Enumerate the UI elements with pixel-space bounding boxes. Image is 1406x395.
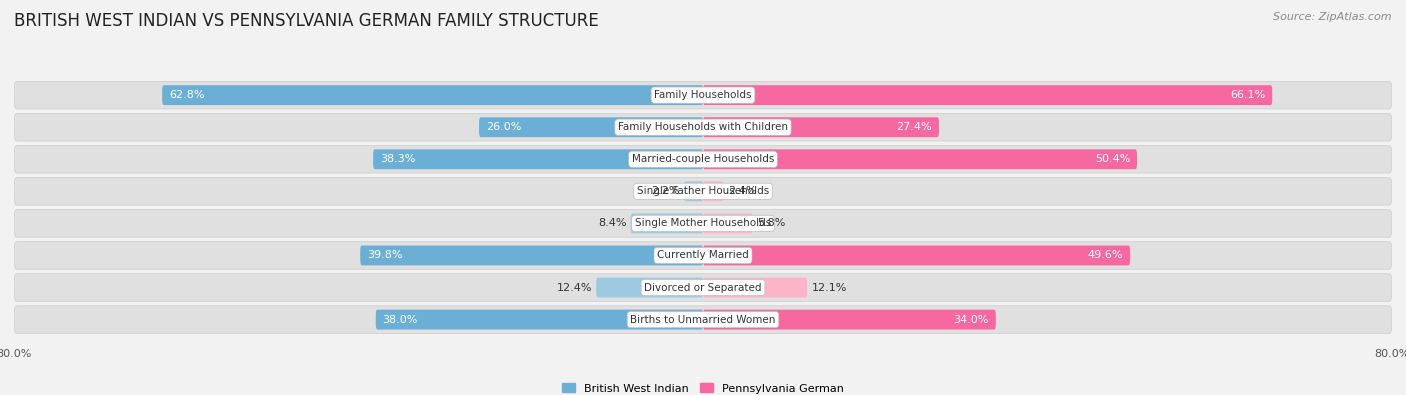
Text: Currently Married: Currently Married — [657, 250, 749, 260]
FancyBboxPatch shape — [14, 242, 1392, 269]
Legend: British West Indian, Pennsylvania German: British West Indian, Pennsylvania German — [557, 379, 849, 395]
Text: Married-couple Households: Married-couple Households — [631, 154, 775, 164]
FancyBboxPatch shape — [14, 113, 1392, 141]
FancyBboxPatch shape — [703, 85, 1272, 105]
FancyBboxPatch shape — [360, 246, 703, 265]
Text: Divorced or Separated: Divorced or Separated — [644, 282, 762, 293]
Text: BRITISH WEST INDIAN VS PENNSYLVANIA GERMAN FAMILY STRUCTURE: BRITISH WEST INDIAN VS PENNSYLVANIA GERM… — [14, 12, 599, 30]
FancyBboxPatch shape — [631, 213, 703, 233]
Text: Family Households: Family Households — [654, 90, 752, 100]
Text: 38.3%: 38.3% — [380, 154, 415, 164]
FancyBboxPatch shape — [162, 85, 703, 105]
Text: 12.1%: 12.1% — [811, 282, 846, 293]
FancyBboxPatch shape — [14, 81, 1392, 109]
FancyBboxPatch shape — [596, 278, 703, 297]
FancyBboxPatch shape — [14, 274, 1392, 301]
Text: Source: ZipAtlas.com: Source: ZipAtlas.com — [1274, 12, 1392, 22]
Text: 38.0%: 38.0% — [382, 314, 418, 325]
FancyBboxPatch shape — [373, 149, 703, 169]
FancyBboxPatch shape — [685, 181, 703, 201]
FancyBboxPatch shape — [703, 278, 807, 297]
Text: 50.4%: 50.4% — [1095, 154, 1130, 164]
FancyBboxPatch shape — [703, 246, 1130, 265]
Text: 8.4%: 8.4% — [598, 218, 626, 228]
Text: 26.0%: 26.0% — [486, 122, 522, 132]
FancyBboxPatch shape — [14, 145, 1392, 173]
Text: 27.4%: 27.4% — [897, 122, 932, 132]
FancyBboxPatch shape — [703, 149, 1137, 169]
Text: Births to Unmarried Women: Births to Unmarried Women — [630, 314, 776, 325]
Text: 5.8%: 5.8% — [758, 218, 786, 228]
Text: Single Father Households: Single Father Households — [637, 186, 769, 196]
Text: 2.4%: 2.4% — [728, 186, 756, 196]
Text: 39.8%: 39.8% — [367, 250, 402, 260]
FancyBboxPatch shape — [375, 310, 703, 329]
Text: 34.0%: 34.0% — [953, 314, 988, 325]
FancyBboxPatch shape — [14, 306, 1392, 333]
FancyBboxPatch shape — [703, 181, 724, 201]
FancyBboxPatch shape — [703, 310, 995, 329]
FancyBboxPatch shape — [703, 117, 939, 137]
Text: 62.8%: 62.8% — [169, 90, 204, 100]
FancyBboxPatch shape — [14, 178, 1392, 205]
Text: 12.4%: 12.4% — [557, 282, 592, 293]
FancyBboxPatch shape — [14, 210, 1392, 237]
Text: Single Mother Households: Single Mother Households — [636, 218, 770, 228]
Text: 49.6%: 49.6% — [1088, 250, 1123, 260]
FancyBboxPatch shape — [479, 117, 703, 137]
Text: Family Households with Children: Family Households with Children — [619, 122, 787, 132]
Text: 66.1%: 66.1% — [1230, 90, 1265, 100]
FancyBboxPatch shape — [703, 213, 754, 233]
Text: 2.2%: 2.2% — [651, 186, 679, 196]
